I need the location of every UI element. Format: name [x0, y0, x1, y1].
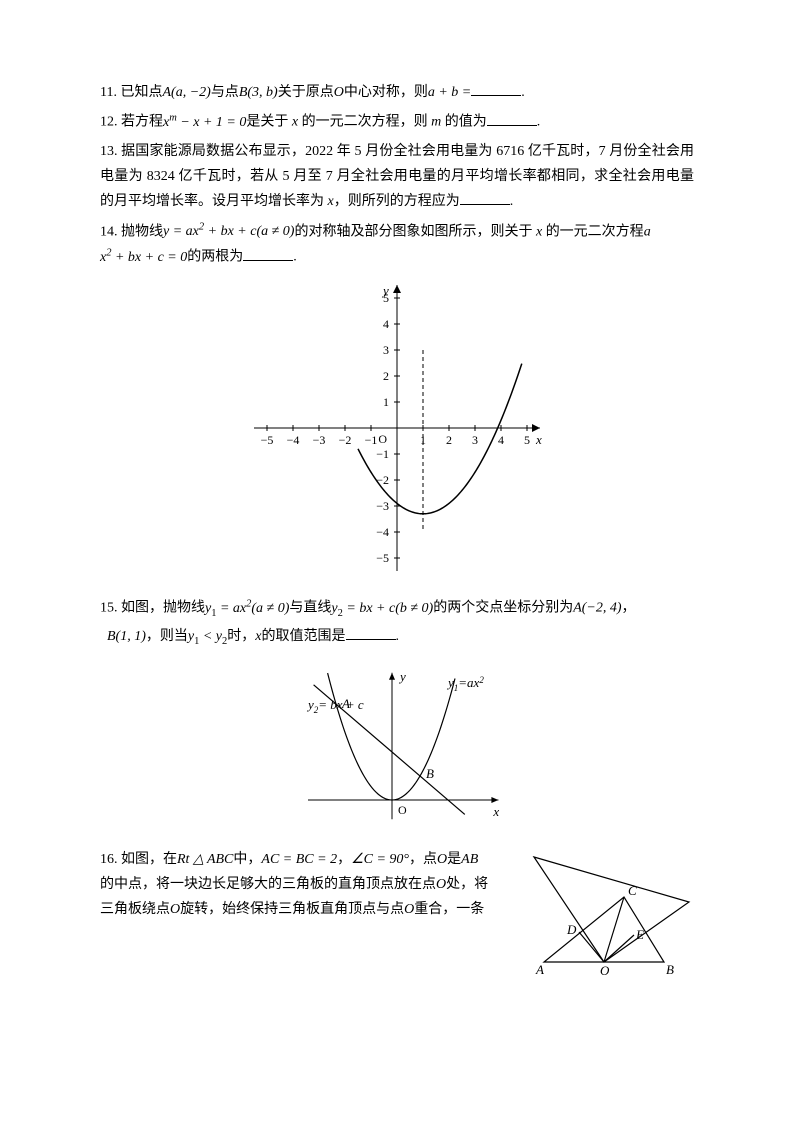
qnum: 14. — [100, 224, 118, 239]
svg-text:−1: −1 — [376, 447, 389, 461]
svg-text:1: 1 — [383, 395, 389, 409]
qnum: 13. — [100, 144, 118, 159]
svg-text:A: A — [535, 962, 544, 977]
qnum: 15. — [100, 601, 118, 616]
svg-text:B: B — [426, 766, 434, 781]
svg-text:E: E — [635, 927, 644, 942]
svg-text:3: 3 — [383, 343, 389, 357]
triangle-diagram: A B C D E O — [524, 847, 694, 977]
svg-text:3: 3 — [472, 433, 478, 447]
parabola-chart: −5−4−3−2−112345−5−4−3−2−112345Oxy — [227, 278, 567, 578]
figure-q14: −5−4−3−2−112345−5−4−3−2−112345Oxy — [100, 278, 694, 587]
svg-text:B: B — [666, 962, 674, 977]
svg-text:−2: −2 — [339, 433, 352, 447]
svg-text:2: 2 — [383, 369, 389, 383]
svg-text:x: x — [535, 432, 542, 447]
svg-text:−4: −4 — [376, 525, 389, 539]
svg-text:2: 2 — [446, 433, 452, 447]
question-14: 14. 抛物线y = ax2 + bx + c(a ≠ 0)的对称轴及部分图象如… — [100, 219, 694, 271]
svg-text:−4: −4 — [287, 433, 300, 447]
svg-text:−5: −5 — [376, 551, 389, 565]
svg-text:−1: −1 — [365, 433, 378, 447]
blank — [487, 111, 537, 126]
blank — [471, 81, 521, 96]
figure-q15: OxyABy1=ax2y2= bx + c — [100, 660, 694, 839]
figure-q16: A B C D E O — [524, 847, 694, 986]
blank — [243, 246, 293, 261]
blank — [460, 190, 510, 205]
svg-text:C: C — [628, 883, 637, 898]
svg-text:O: O — [378, 432, 387, 446]
question-13: 13. 据国家能源局数据公布显示，2022 年 5 月份全社会用电量为 6716… — [100, 139, 694, 215]
question-12: 12. 若方程xm − x + 1 = 0是关于 x 的一元二次方程，则 m 的… — [100, 109, 694, 135]
svg-text:y: y — [381, 283, 389, 298]
svg-text:5: 5 — [524, 433, 530, 447]
parabola-line-chart: OxyABy1=ax2y2= bx + c — [277, 660, 517, 830]
svg-text:−3: −3 — [313, 433, 326, 447]
svg-text:O: O — [398, 803, 407, 817]
question-15: 15. 如图，抛物线y1 = ax2(a ≠ 0)与直线y2 = bx + c(… — [100, 595, 694, 651]
svg-text:−2: −2 — [376, 473, 389, 487]
svg-text:y2= bx + c: y2= bx + c — [306, 696, 364, 714]
svg-text:O: O — [600, 963, 610, 977]
svg-text:−3: −3 — [376, 499, 389, 513]
qnum: 12. — [100, 115, 118, 130]
svg-text:−5: −5 — [261, 433, 274, 447]
svg-text:y: y — [398, 668, 406, 683]
qnum: 11. — [100, 85, 117, 100]
question-11: 11. 已知点A(a, −2)与点B(3, b)关于原点O中心对称，则a + b… — [100, 80, 694, 105]
blank — [346, 625, 396, 640]
svg-text:D: D — [566, 922, 577, 937]
svg-text:x: x — [492, 804, 499, 819]
svg-text:4: 4 — [383, 317, 389, 331]
svg-text:4: 4 — [498, 433, 504, 447]
qnum: 16. — [100, 852, 118, 867]
